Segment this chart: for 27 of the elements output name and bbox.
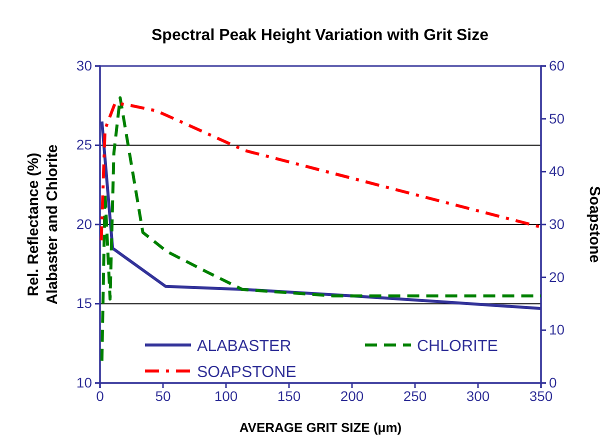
- y2-tick-label: 0: [549, 374, 557, 390]
- y-tick-label: 20: [76, 216, 92, 232]
- legend-label: ALABASTER: [197, 338, 292, 355]
- x-tick-label: 350: [529, 388, 553, 404]
- x-tick-label: 300: [466, 388, 490, 404]
- x-tick-label: 0: [96, 388, 104, 404]
- y-tick-label: 30: [76, 57, 92, 74]
- y2-tick-label: 40: [549, 163, 565, 180]
- x-tick-label: 100: [214, 388, 238, 404]
- legend-label: CHLORITE: [417, 338, 498, 355]
- y2-tick-label: 60: [549, 57, 565, 74]
- x-tick-label: 150: [277, 388, 301, 404]
- x-tick-label: 250: [403, 388, 427, 404]
- y-axis-title: Rel. Reflectance (%) Alabaster and Chlorite: [25, 144, 61, 305]
- y2-tick-label: 50: [549, 110, 565, 126]
- legend-label: SOAPSTONE: [197, 364, 296, 381]
- y2-tick-label: 10: [549, 322, 565, 338]
- chart-title: Spectral Peak Height Variation with Grit Size: [152, 27, 489, 44]
- x-tick-label: 200: [340, 388, 364, 404]
- y-tick-label: 10: [76, 374, 92, 390]
- x-axis-title: AVERAGE GRIT SIZE (μm): [239, 420, 402, 435]
- line-series: [100, 96, 542, 362]
- y-tick-label: 25: [76, 136, 92, 153]
- y-tick-label: 15: [76, 295, 92, 312]
- y2-tick-label: 30: [549, 216, 565, 232]
- x-tick-label: 50: [155, 388, 171, 404]
- y2-tick-label: 20: [549, 268, 565, 285]
